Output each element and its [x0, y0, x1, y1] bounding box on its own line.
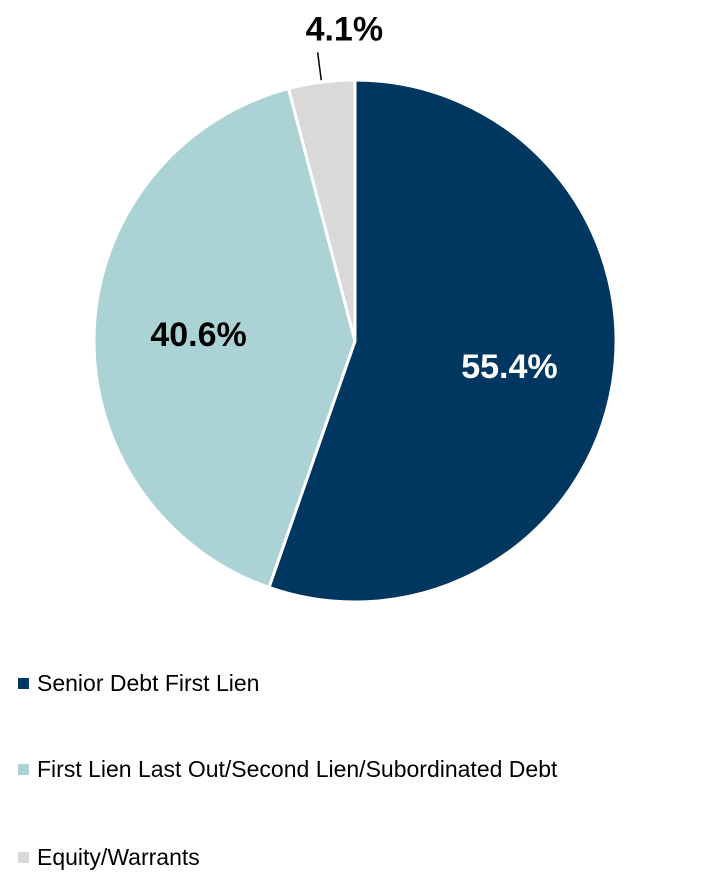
- legend-item-equity-warrants: Equity/Warrants: [18, 844, 200, 871]
- legend-label-equity-warrants: Equity/Warrants: [37, 844, 200, 870]
- legend-swatch-first-lien-last-out: [18, 764, 29, 775]
- pie-chart: 55.4% 40.6% 4.1%: [92, 11, 618, 604]
- leader-line-equity-warrants: [316, 52, 322, 81]
- pie-slice-equity-warrants: [287, 78, 357, 343]
- slice-label-equity-warrants: 4.1%: [306, 11, 384, 49]
- pie-slice-first-lien-last-out-second-lien-subordinated-debt: [92, 87, 357, 589]
- legend-item-first-lien-last-out: First Lien Last Out/Second Lien/Subordin…: [18, 756, 557, 783]
- legend-swatch-equity-warrants: [18, 852, 29, 863]
- slice-label-first-lien-last-out-second-lien-subordinated-debt: 40.6%: [150, 316, 246, 354]
- legend-label-first-lien-last-out: First Lien Last Out/Second Lien/Subordin…: [37, 756, 558, 782]
- legend-item-senior-debt-first-lien: Senior Debt First Lien: [18, 670, 259, 697]
- legend-swatch-senior-debt-first-lien: [18, 678, 29, 689]
- legend-label-senior-debt-first-lien: Senior Debt First Lien: [37, 670, 260, 696]
- slice-label-senior-debt-first-lien: 55.4%: [461, 348, 557, 386]
